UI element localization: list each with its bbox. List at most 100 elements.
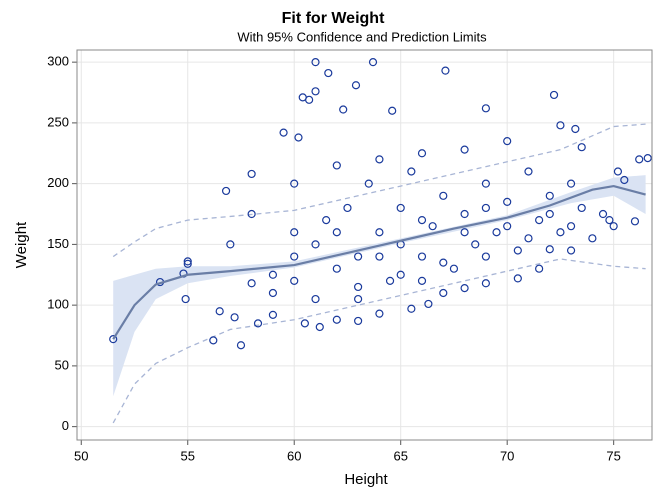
data-point	[305, 95, 314, 104]
data-point	[396, 270, 405, 279]
data-point	[439, 258, 448, 267]
data-point	[460, 284, 469, 293]
data-point	[215, 307, 224, 316]
data-point	[181, 294, 190, 304]
data-point	[268, 270, 278, 279]
data-point	[449, 264, 459, 273]
data-point	[300, 319, 309, 328]
data-point	[375, 228, 384, 237]
y-tick-label: 100	[47, 297, 69, 312]
data-point	[279, 128, 288, 137]
y-tick-label: 300	[47, 54, 69, 69]
data-point	[503, 137, 512, 146]
data-point	[332, 161, 341, 170]
data-point	[535, 264, 544, 273]
prediction-limit	[112, 123, 646, 258]
data-point	[609, 222, 618, 231]
data-point	[354, 282, 363, 292]
data-point	[549, 90, 559, 100]
data-point	[364, 179, 373, 188]
data-point	[556, 121, 565, 130]
data-point	[407, 304, 416, 313]
data-point	[613, 167, 623, 176]
data-point	[481, 104, 490, 113]
prediction-limit	[112, 258, 646, 424]
data-point	[524, 234, 533, 243]
data-point	[566, 179, 576, 188]
data-point	[268, 288, 278, 298]
data-point	[460, 228, 469, 237]
data-point	[577, 203, 586, 213]
data-point	[396, 203, 405, 213]
data-point	[311, 240, 320, 249]
data-point	[417, 149, 427, 158]
data-point	[230, 313, 239, 322]
data-point	[417, 252, 427, 261]
data-point	[290, 179, 299, 188]
data-point	[343, 203, 352, 213]
x-tick-label: 60	[287, 448, 301, 463]
data-point	[460, 145, 469, 154]
data-point	[545, 245, 554, 254]
data-point	[635, 155, 644, 164]
data-point	[315, 322, 324, 332]
data-point	[209, 336, 218, 345]
data-point	[417, 276, 427, 285]
data-point	[236, 341, 246, 350]
data-point	[428, 222, 437, 231]
data-point	[503, 197, 512, 206]
data-point	[566, 246, 576, 255]
x-tick-label: 70	[500, 448, 514, 463]
data-point	[545, 209, 554, 219]
y-tick-label: 150	[47, 236, 69, 251]
data-point	[339, 105, 348, 114]
plot-frame	[76, 49, 653, 441]
data-point	[598, 209, 608, 219]
data-point	[481, 203, 490, 213]
data-point	[566, 222, 576, 231]
data-point	[481, 252, 490, 261]
y-axis-title: Weight	[13, 221, 30, 268]
data-point	[354, 316, 363, 326]
y-tick-label: 50	[55, 357, 69, 372]
y-tick-label: 200	[47, 175, 69, 190]
data-point	[332, 228, 341, 237]
data-point	[524, 167, 533, 176]
data-point	[311, 87, 320, 96]
data-point	[375, 309, 384, 318]
data-point	[311, 294, 320, 304]
data-point	[375, 155, 384, 164]
data-point	[183, 259, 192, 268]
data-point	[460, 209, 469, 219]
data-point	[481, 279, 490, 288]
data-point	[290, 228, 299, 237]
x-tick-label: 55	[181, 448, 195, 463]
data-point	[375, 252, 384, 261]
data-point	[630, 217, 640, 226]
data-point	[545, 191, 554, 200]
data-point	[577, 143, 586, 152]
data-point	[247, 279, 256, 288]
data-point	[247, 169, 256, 179]
data-point	[439, 288, 448, 298]
data-point	[268, 310, 278, 319]
fit-line	[112, 184, 646, 340]
data-point	[247, 209, 256, 219]
data-point	[324, 68, 333, 78]
data-point	[588, 234, 597, 243]
data-point	[322, 215, 331, 225]
x-tick-label: 75	[606, 448, 620, 463]
data-point	[385, 276, 395, 285]
y-tick-label: 250	[47, 114, 69, 129]
data-point	[424, 299, 433, 309]
data-point	[109, 335, 118, 344]
data-point	[332, 315, 341, 324]
data-point	[290, 252, 299, 261]
data-point	[294, 133, 303, 142]
data-point	[513, 246, 522, 255]
data-point	[571, 124, 580, 134]
data-point	[183, 257, 192, 266]
data-point	[332, 264, 341, 273]
data-point	[290, 276, 299, 285]
chart-subtitle: With 95% Confidence and Prediction Limit…	[237, 29, 487, 44]
